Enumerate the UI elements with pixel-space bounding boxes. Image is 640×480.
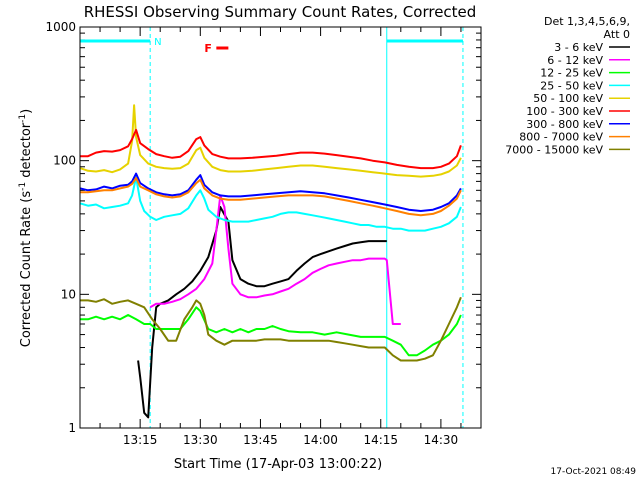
legend-label-9: 7000 - 15000 keV: [505, 143, 603, 156]
legend-label-4: 25 - 50 keV: [540, 79, 603, 92]
x-tick-label: 13:15: [123, 433, 158, 447]
x-tick-label: 14:00: [303, 433, 338, 447]
axis-ticks-layer: 1 10 100 1000 13:15 13:30 13:45 14:00 14:15 14:30: [45, 20, 482, 447]
y-axis-label-main: Corrected Count Rate (s: [19, 191, 34, 348]
legend-label-5: 50 - 100 keV: [533, 92, 603, 105]
x-axis-label: Start Time (17-Apr-03 13:00:22): [174, 457, 382, 472]
chart-title: RHESSI Observing Summary Count Rates, Co…: [84, 3, 477, 21]
legend-label-2: 6 - 12 keV: [547, 54, 603, 67]
legend-header-line-1: Det 1,3,4,5,6,9,: [544, 15, 630, 28]
y-axis-label-exp2: -1: [18, 114, 28, 123]
flare-marker-label: F: [204, 42, 212, 55]
series-line-9: [80, 296, 462, 362]
series-line-5: [79, 104, 462, 178]
legend-header-line-2: Att 0: [604, 28, 630, 41]
x-tick-label: 13:45: [243, 433, 278, 447]
x-tick-label: 13:30: [183, 433, 218, 447]
series-line-3: [80, 306, 462, 357]
plot-frame: [79, 26, 482, 429]
y-axis-label: Corrected Count Rate (s-1 detector-1): [18, 109, 34, 347]
y-axis-label-exp1: -1: [18, 182, 28, 191]
series-line-6: [80, 128, 462, 170]
legend-label-6: 100 - 300 keV: [526, 105, 603, 118]
legend-label-1: 3 - 6 keV: [554, 41, 603, 54]
night-bar-label: N: [154, 37, 161, 48]
series-line-2: [149, 194, 401, 325]
footer-date: 17-Oct-2021 08:49: [551, 467, 637, 477]
series-layer: [79, 104, 462, 419]
legend-label-8: 800 - 7000 keV: [519, 131, 603, 144]
series-line-8: [80, 177, 462, 217]
y-axis-label-mid: detector: [19, 122, 34, 182]
legend-label-7: 300 - 800 keV: [526, 118, 603, 131]
x-tick-label: 14:15: [363, 433, 398, 447]
y-tick-label: 100: [53, 154, 76, 168]
y-axis-label-end: ): [19, 109, 34, 114]
y-tick-label: 10: [61, 287, 76, 301]
y-tick-label: 1: [68, 421, 76, 435]
legend-label-3: 12 - 25 keV: [540, 67, 603, 80]
series-line-7: [79, 172, 462, 212]
y-tick-label: 1000: [45, 20, 76, 34]
series-line-4: [79, 176, 462, 232]
x-tick-label: 14:30: [424, 433, 459, 447]
